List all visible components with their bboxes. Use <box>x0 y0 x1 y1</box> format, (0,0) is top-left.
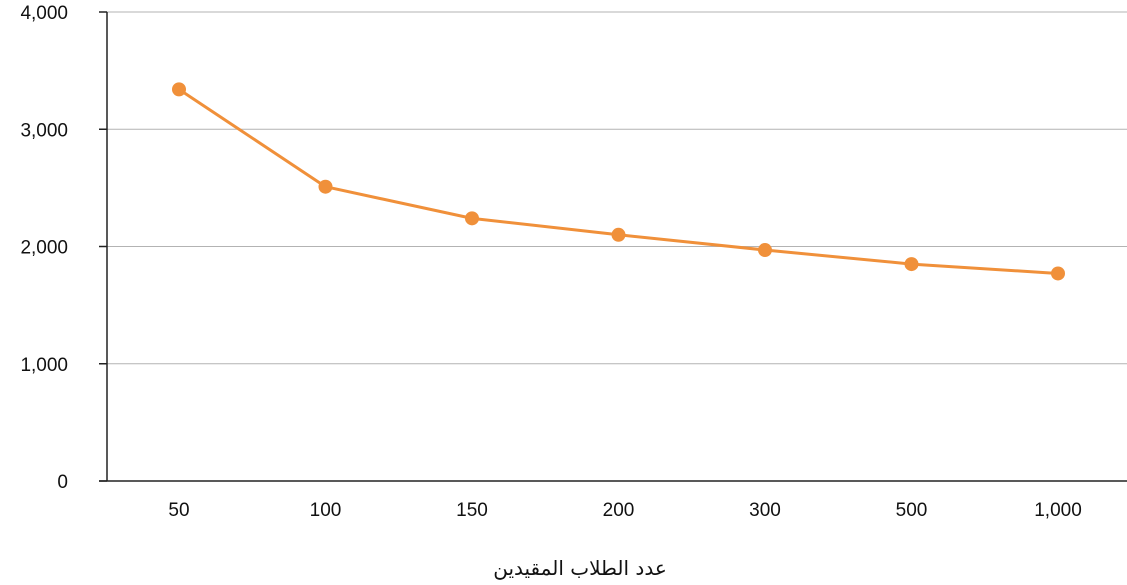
x-tick-label: 100 <box>310 500 342 521</box>
y-tick-labels: 0 1,000 2,000 3,000 4,000 <box>20 3 68 493</box>
x-axis-title: عدد الطلاب المقيدين <box>493 556 667 580</box>
x-tick-label: 200 <box>603 500 635 521</box>
data-point <box>758 243 772 257</box>
data-point <box>172 82 186 96</box>
y-tick-label: 4,000 <box>20 3 68 24</box>
x-tick-label: 300 <box>749 500 781 521</box>
x-tick-label: 1,000 <box>1034 500 1082 521</box>
series-line <box>179 89 1058 273</box>
x-tick-label: 150 <box>456 500 488 521</box>
x-tick-label: 50 <box>168 500 189 521</box>
x-tick-labels: 50 100 150 200 300 500 1,000 <box>168 500 1081 521</box>
data-point <box>905 257 919 271</box>
gridlines <box>107 12 1127 364</box>
data-point <box>1051 266 1065 280</box>
y-tick-label: 3,000 <box>20 120 68 141</box>
y-tick-label: 2,000 <box>20 238 68 259</box>
data-point <box>319 180 333 194</box>
y-tick-label: 1,000 <box>20 355 68 376</box>
y-tick-label: 0 <box>57 472 68 493</box>
series-line-path <box>179 89 1058 273</box>
data-point <box>465 211 479 225</box>
series-points <box>172 82 1065 280</box>
data-point <box>612 228 626 242</box>
x-tick-label: 500 <box>896 500 928 521</box>
